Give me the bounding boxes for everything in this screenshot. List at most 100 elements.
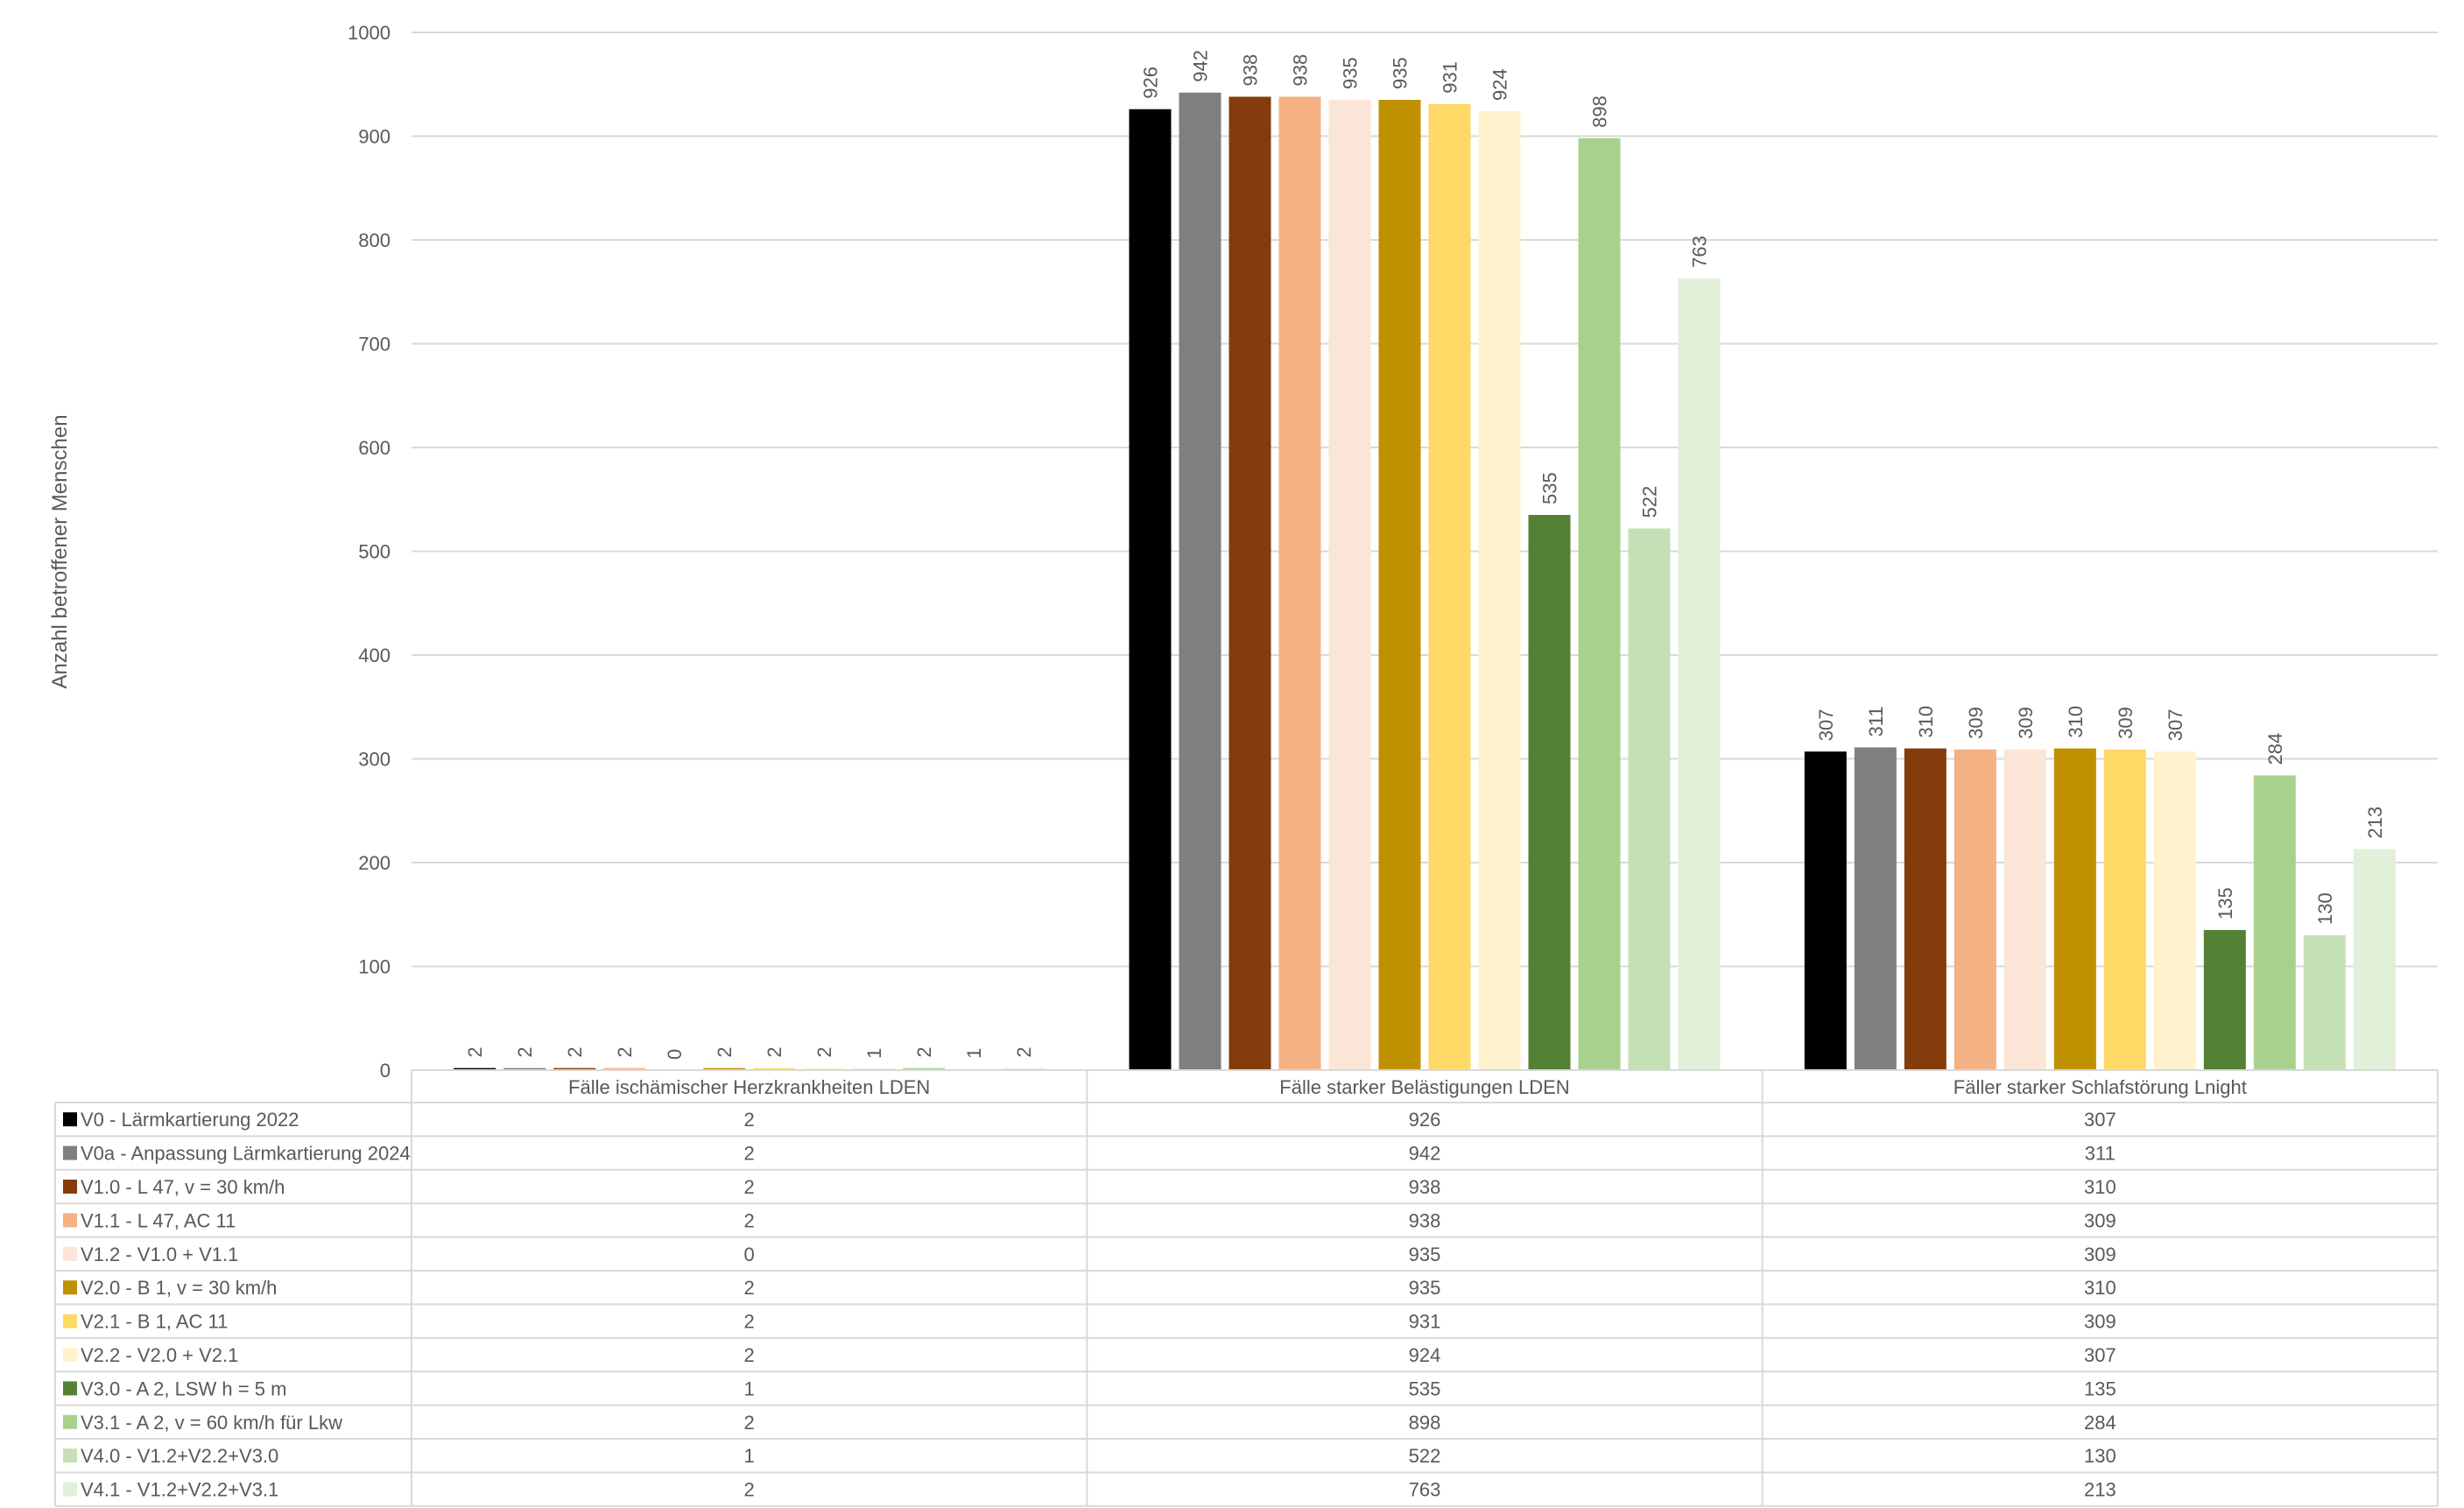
bar (903, 1068, 946, 1070)
category-label: Fäller starker Schlafstörung Lnight (1954, 1076, 2247, 1098)
table-cell: 926 (1409, 1109, 1441, 1131)
table-cell: 924 (1409, 1344, 1441, 1366)
table-cell: 311 (2085, 1143, 2116, 1165)
bar (2053, 748, 2096, 1070)
legend-label: V1.1 - L 47, AC 11 (81, 1209, 236, 1231)
data-label: 213 (2364, 807, 2386, 839)
y-axis-ticks: 0 100 200 300 400 500 600 700 800 900 1000 (348, 22, 391, 1082)
data-label: 938 (1240, 54, 1262, 87)
bar (2353, 849, 2396, 1070)
bar (1478, 111, 1521, 1070)
data-label: 311 (1865, 706, 1887, 736)
bar (2103, 749, 2146, 1070)
table-cell: 938 (1409, 1176, 1441, 1198)
table-cell: 938 (1409, 1209, 1441, 1231)
data-label: 2 (1013, 1046, 1035, 1057)
data-label: 309 (1965, 707, 1987, 739)
legend-swatch (63, 1314, 77, 1328)
legend-swatch (63, 1180, 77, 1194)
legend-swatch (63, 1381, 77, 1396)
y-tick-label: 600 (358, 437, 391, 459)
y-tick-label: 900 (358, 126, 391, 148)
y-tick-label: 800 (358, 229, 391, 251)
table-cell: 1 (744, 1445, 755, 1467)
bar (553, 1068, 596, 1070)
legend-label: V1.2 - V1.0 + V1.1 (81, 1244, 238, 1265)
bar (1678, 278, 1721, 1071)
legend-swatch (63, 1414, 77, 1429)
table-cell: 135 (2084, 1378, 2116, 1399)
legend-label: V0 - Lärmkartierung 2022 (81, 1109, 299, 1131)
table-cell: 935 (1409, 1244, 1441, 1265)
bar (1278, 96, 1321, 1071)
data-label: 1 (863, 1048, 885, 1059)
bar (1378, 100, 1421, 1070)
bar (1904, 748, 1947, 1070)
table-cell: 307 (2084, 1344, 2116, 1366)
table-cell: 2 (744, 1176, 755, 1198)
data-label: 2 (514, 1046, 536, 1057)
legend-swatch (63, 1280, 77, 1295)
table-cell: 310 (2084, 1176, 2116, 1198)
bar (2153, 751, 2196, 1070)
data-label: 522 (1639, 486, 1661, 518)
bar (1628, 528, 1671, 1070)
data-label: 284 (2264, 733, 2286, 765)
table-cell: 763 (1409, 1479, 1441, 1501)
y-tick-label: 100 (358, 956, 391, 978)
data-label: 2 (714, 1046, 736, 1057)
bar (1954, 749, 1996, 1070)
data-label: 309 (2015, 707, 2037, 739)
table-cell: 522 (1409, 1445, 1441, 1467)
y-tick-label: 1000 (348, 22, 391, 44)
bar (1804, 751, 1847, 1070)
y-tick-label: 400 (358, 645, 391, 666)
bar (1428, 103, 1471, 1070)
bar (2003, 749, 2046, 1070)
data-label: 898 (1589, 95, 1611, 128)
bar (753, 1068, 796, 1070)
data-label: 1 (963, 1048, 985, 1059)
data-table: Fälle ischämischer Herzkrankheiten LDEN F… (54, 1069, 2439, 1507)
table-cell: 2 (744, 1412, 755, 1434)
table-cell: 2 (744, 1109, 755, 1131)
y-axis-label: Anzahl betroffener Menschen (48, 414, 72, 688)
bar (1129, 109, 1172, 1071)
data-label: 938 (1290, 54, 1312, 87)
bar (503, 1068, 546, 1070)
table-cell: 942 (1409, 1143, 1441, 1165)
bar (1003, 1068, 1045, 1070)
data-label: 2 (764, 1046, 785, 1057)
category-label: Fälle starker Belästigungen LDEN (1279, 1076, 1569, 1098)
bar (803, 1068, 846, 1070)
data-label: 0 (664, 1049, 686, 1060)
legend-label: V4.0 - V1.2+V2.2+V3.0 (81, 1445, 278, 1467)
y-tick-label: 300 (358, 749, 391, 771)
table-cell: 535 (1409, 1378, 1441, 1399)
data-label: 307 (2165, 708, 2186, 741)
y-tick-label: 500 (358, 541, 391, 563)
legend-label: V2.2 - V2.0 + V2.1 (81, 1344, 238, 1366)
bar (703, 1068, 746, 1070)
legend-label: V3.0 - A 2, LSW h = 5 m (81, 1378, 286, 1399)
table-cell: 309 (2084, 1244, 2116, 1265)
table-cell: 213 (2084, 1479, 2116, 1501)
bars (454, 92, 2396, 1071)
table-cell: 307 (2084, 1109, 2116, 1131)
legend-label: V2.1 - B 1, AC 11 (81, 1311, 228, 1333)
table-cell: 284 (2084, 1412, 2116, 1434)
data-label: 2 (614, 1046, 636, 1057)
data-label: 307 (1815, 708, 1837, 741)
y-tick-label: 700 (358, 334, 391, 356)
data-label: 135 (2214, 887, 2236, 920)
bar (1578, 137, 1621, 1070)
data-label: 309 (2115, 707, 2137, 739)
gridlines (412, 32, 2438, 1071)
data-label: 2 (564, 1046, 586, 1057)
legend-label: V3.1 - A 2, v = 60 km/h für Lkw (81, 1412, 342, 1434)
bar (603, 1068, 646, 1070)
bar (2203, 930, 2246, 1070)
data-label: 926 (1140, 67, 1162, 99)
bar (1328, 100, 1371, 1070)
